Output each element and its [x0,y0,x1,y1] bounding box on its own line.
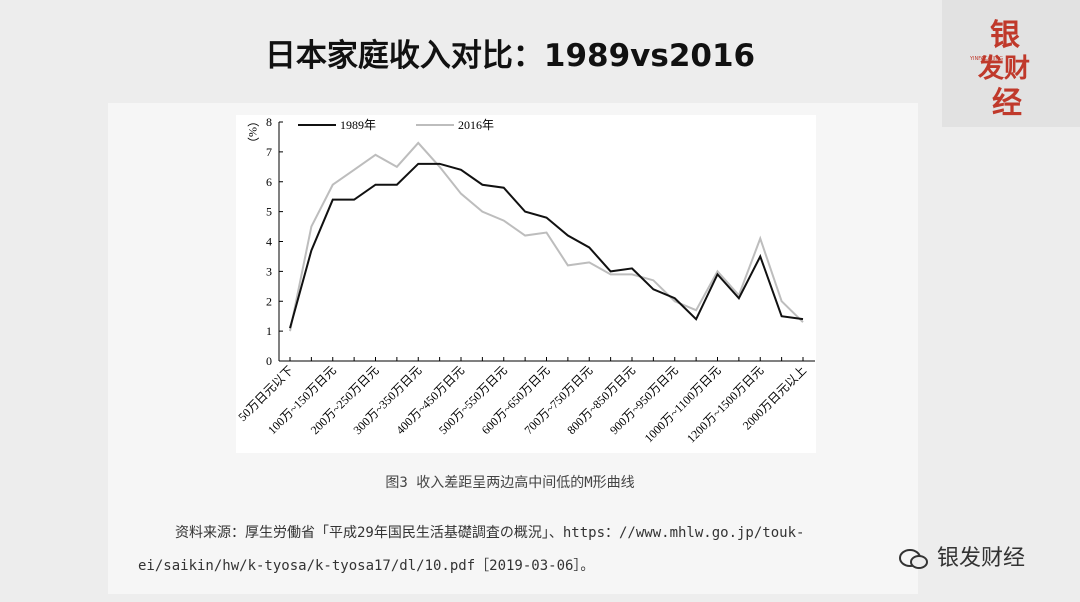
logo-text: 经 [992,86,1022,121]
y-axis-label: （%） [246,115,260,149]
source-line: 资料来源：厚生労働省「平成29年国民生活基礎調査の概況」、https：//www… [175,525,805,541]
wechat-icon [899,549,928,569]
data-line [289,141,804,332]
source-line: ei/saikin/hw/k-tyosa/k-tyosa17/dl/10.pdf… [138,558,595,574]
slide-title: 日本家庭收入对比：1989vs2016 [264,38,756,74]
logo-text: 银 [990,18,1020,53]
y-tick-label: 7 [266,145,272,159]
y-tick-label: 3 [266,264,272,278]
plot-background [236,115,816,453]
figure-caption: 图3 收入差距呈两边高中间低的M形曲线 [385,475,635,491]
y-tick-label: 8 [266,115,272,129]
logo-text: 发财 [978,54,1031,84]
account-badge: 银发财经 [898,540,1025,572]
y-tick-label: 1 [266,324,272,338]
legend-label: 2016年 [458,118,494,132]
account-name: 银发财经 [937,546,1026,571]
y-tick-label: 5 [266,205,272,219]
y-tick-label: 4 [266,235,272,249]
logo-pinyin: YINFACAIJING [970,56,1003,62]
y-tick-label: 6 [266,175,272,189]
logo: 银 YINFACAIJING 发财 经 [942,0,1080,127]
y-tick-label: 0 [266,354,272,368]
y-tick-label: 2 [266,294,272,308]
legend-label: 1989年 [340,118,376,132]
data-line [289,162,804,329]
